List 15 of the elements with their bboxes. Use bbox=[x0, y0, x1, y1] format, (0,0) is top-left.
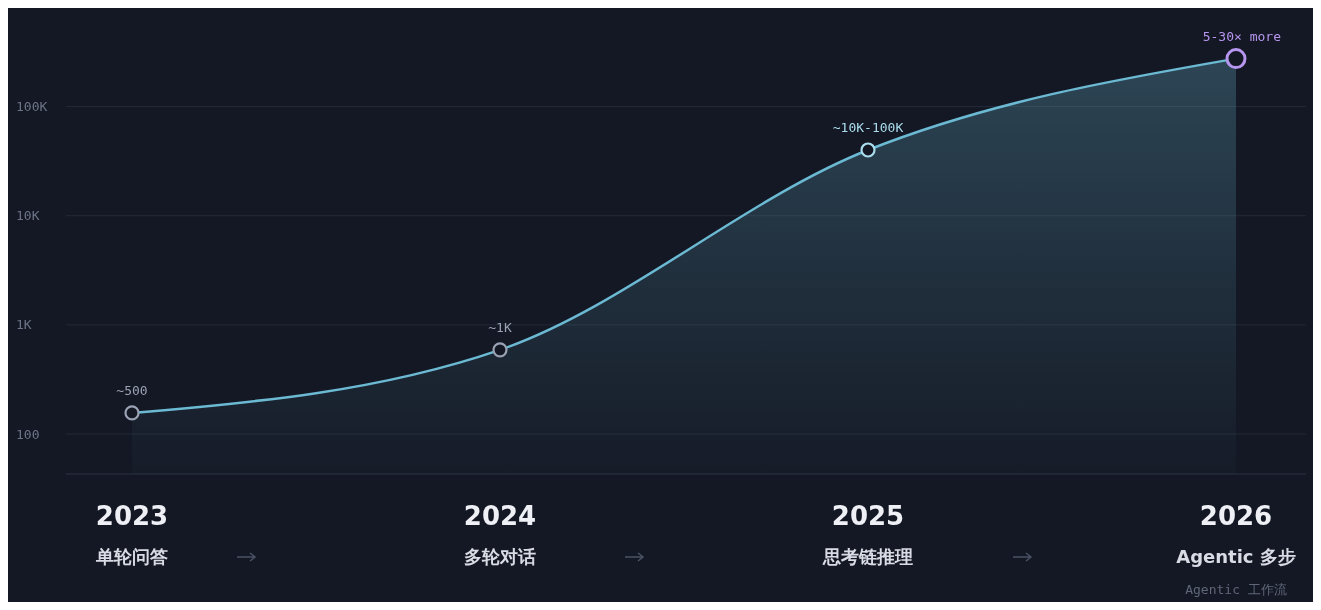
x-tick-label: 2023 单轮问答 bbox=[95, 501, 169, 567]
point bbox=[860, 142, 876, 158]
annotation: ~500 bbox=[116, 382, 148, 398]
point bbox=[492, 342, 508, 358]
x-tick-label: 2025 思考链推理 bbox=[822, 501, 913, 567]
annotation: 5-30× more bbox=[1202, 28, 1282, 44]
annotation: ~10K-100K bbox=[832, 120, 904, 135]
y-tick-label: 100K bbox=[16, 99, 48, 115]
annotation: ~1K bbox=[488, 319, 512, 335]
y-tick-label: 10K bbox=[16, 208, 40, 224]
point bbox=[124, 405, 140, 421]
x-tick-label: 2024 多轮对话 bbox=[463, 501, 537, 567]
x-tick-label: 2026 Agentic 多步 Agentic 工作流 bbox=[1176, 501, 1296, 597]
y-tick-label: 100 bbox=[16, 426, 40, 442]
y-tick-label: 1K bbox=[16, 317, 32, 333]
